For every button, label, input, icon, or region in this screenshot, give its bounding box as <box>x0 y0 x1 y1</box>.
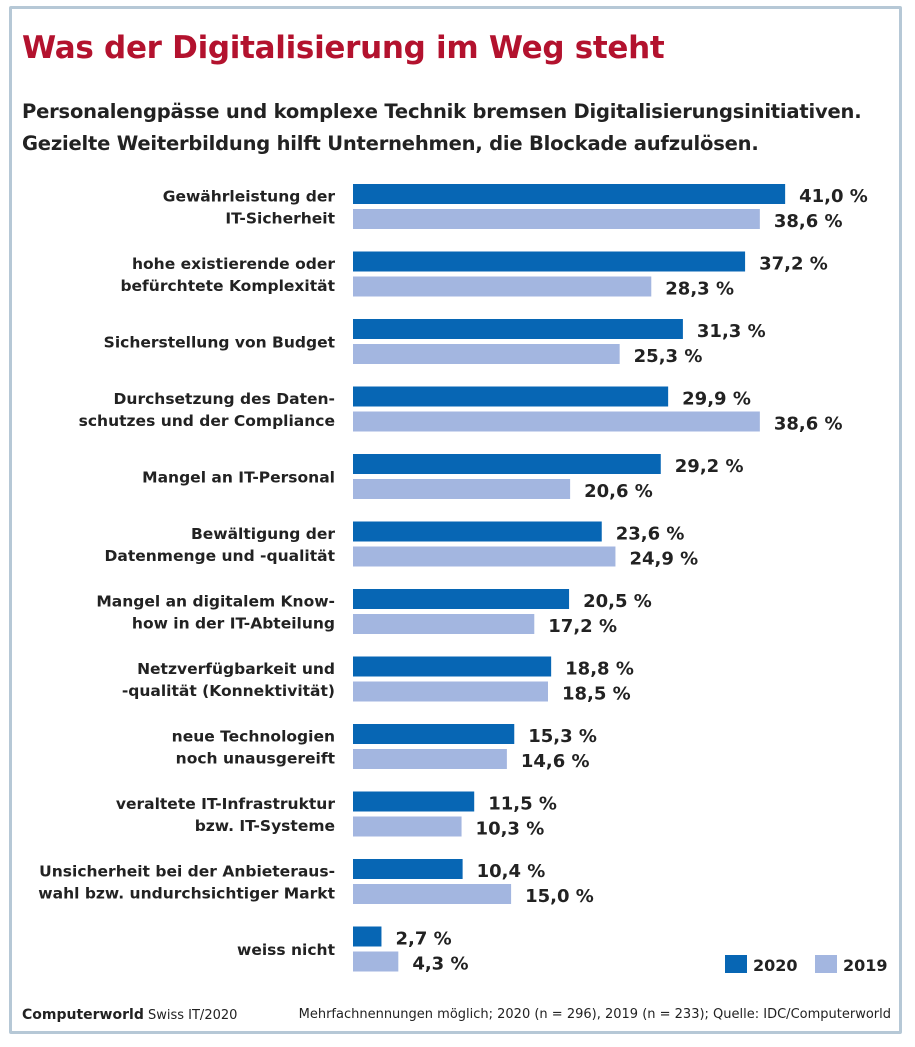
value-label: 29,9 % <box>682 389 751 410</box>
legend-swatch-2019 <box>815 955 837 973</box>
value-label: 20,5 % <box>583 591 652 612</box>
value-label: 37,2 % <box>759 254 828 275</box>
category-label: hohe existierende oder <box>132 255 335 273</box>
value-label: 15,3 % <box>528 726 597 747</box>
value-label: 20,6 % <box>584 481 653 502</box>
category-label: neue Technologien <box>172 728 335 746</box>
value-label: 25,3 % <box>634 346 703 367</box>
category-label: Gewährleistung der <box>163 188 336 206</box>
value-label: 29,2 % <box>675 456 744 477</box>
category-label: Durchsetzung des Daten- <box>114 390 335 408</box>
bar-2019 <box>353 546 616 567</box>
category-label: befürchtete Komplexität <box>120 277 335 295</box>
brand-logo: Computerworld <box>22 1007 144 1023</box>
bar-2019 <box>353 344 620 364</box>
value-label: 38,6 % <box>774 211 843 232</box>
category-label: weiss nicht <box>237 941 336 959</box>
bar-2019 <box>353 884 512 904</box>
bar-2020 <box>353 724 515 744</box>
value-label: 18,5 % <box>562 684 631 705</box>
bar-2020 <box>353 386 669 407</box>
bar-2020 <box>353 319 683 339</box>
category-label: Datenmenge und -qualität <box>105 547 336 565</box>
category-label: noch unausgereift <box>176 750 336 768</box>
value-label: 10,4 % <box>477 861 546 882</box>
category-label: IT-Sicherheit <box>225 210 335 228</box>
category-label: bzw. IT-Systeme <box>195 817 335 835</box>
category-label: Bewältigung der <box>191 525 335 543</box>
chart-title: Was der Digitalisierung im Weg steht <box>22 30 665 66</box>
bar-2019 <box>353 816 462 837</box>
bar-2020 <box>353 454 661 474</box>
category-label: Netzverfügbarkeit und <box>137 660 335 678</box>
value-label: 18,8 % <box>565 659 634 680</box>
subtitle-line: Gezielte Weiterbildung hilft Unternehmen… <box>22 132 759 155</box>
bar-2020 <box>353 521 602 542</box>
bar-2019 <box>353 479 571 499</box>
chart-subtitle: Personalengpässe und komplexe Technik br… <box>22 96 862 160</box>
value-label: 2,7 % <box>395 929 451 950</box>
bar-2019 <box>353 681 548 702</box>
legend-label: 2019 <box>843 956 888 975</box>
bar-2020 <box>353 926 382 947</box>
value-label: 15,0 % <box>525 886 594 907</box>
value-label: 10,3 % <box>476 819 545 840</box>
category-label: Unsicherheit bei der Anbieteraus- <box>39 863 335 881</box>
value-label: 24,9 % <box>629 549 698 570</box>
category-label: schutzes und der Compliance <box>79 412 335 430</box>
bar-2019 <box>353 614 535 634</box>
bar-2020 <box>353 656 552 677</box>
bar-2019 <box>353 276 652 297</box>
bar-2020 <box>353 859 463 879</box>
category-label: Mangel an IT-Personal <box>142 469 335 487</box>
bar-2020 <box>353 251 746 272</box>
bar-2019 <box>353 411 760 432</box>
bar-2019 <box>353 951 399 972</box>
bar-2020 <box>353 589 570 609</box>
value-label: 14,6 % <box>521 751 590 772</box>
category-label: wahl bzw. undurchsichtiger Markt <box>38 885 335 903</box>
value-label: 11,5 % <box>488 794 557 815</box>
category-label: Sicherstellung von Budget <box>104 334 336 352</box>
bar-2020 <box>353 184 786 204</box>
bar-2019 <box>353 209 760 229</box>
category-label: -qualität (Konnektivität) <box>122 682 335 700</box>
value-label: 23,6 % <box>616 524 685 545</box>
category-label: Mangel an digitalem Know- <box>96 593 335 611</box>
value-label: 17,2 % <box>548 616 617 637</box>
category-label: veraltete IT-Infrastruktur <box>116 795 335 813</box>
value-label: 31,3 % <box>697 321 766 342</box>
legend-label: 2020 <box>753 956 798 975</box>
bar-2019 <box>353 749 507 769</box>
value-label: 28,3 % <box>665 279 734 300</box>
bar-2020 <box>353 791 475 812</box>
category-label: how in der IT-Abteilung <box>132 615 335 633</box>
chart-frame <box>9 6 902 1034</box>
footer-source: Computerworld Swiss IT/2020 <box>22 1007 237 1023</box>
footer-note: Mehrfachnennungen möglich; 2020 (n = 296… <box>298 1007 891 1022</box>
legend-swatch-2020 <box>725 955 747 973</box>
value-label: 4,3 % <box>412 954 468 975</box>
value-label: 41,0 % <box>799 186 868 207</box>
footer-issue: Swiss IT/2020 <box>147 1008 238 1023</box>
subtitle-line: Personalengpässe und komplexe Technik br… <box>22 100 862 123</box>
value-label: 38,6 % <box>774 414 843 435</box>
